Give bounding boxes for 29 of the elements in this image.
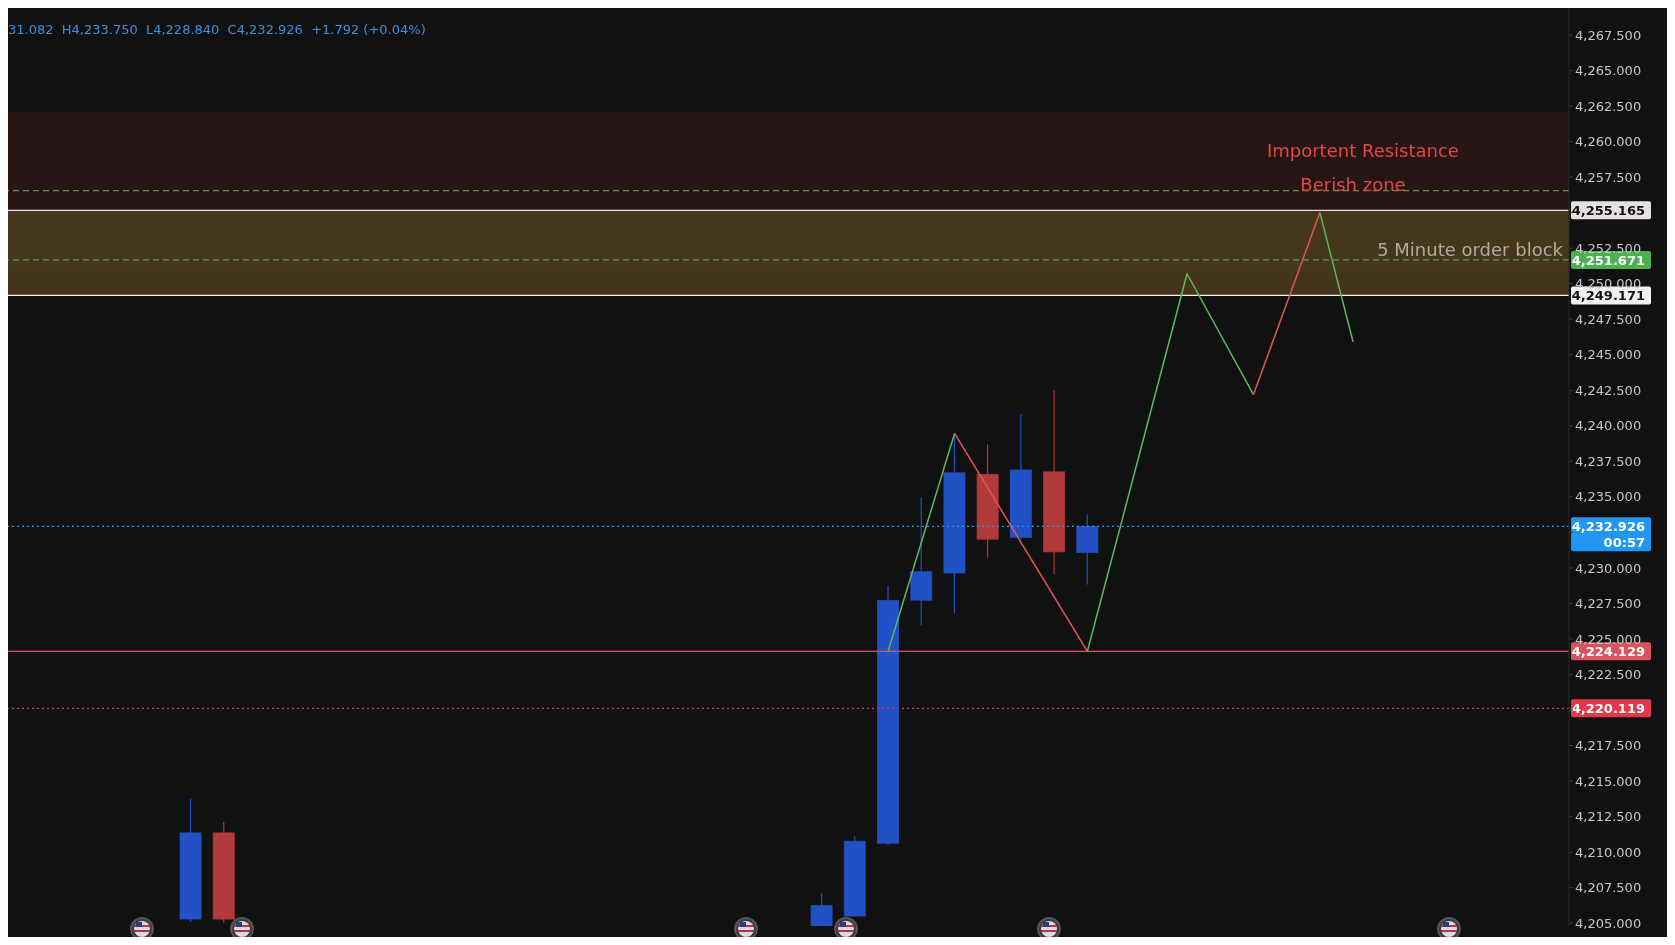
y-tick-label: 4,215.000 bbox=[1575, 773, 1642, 789]
y-tick-label: 4,227.500 bbox=[1575, 596, 1642, 612]
y-tick-label: 4,260.000 bbox=[1575, 134, 1642, 150]
y-tick-label: 4,257.500 bbox=[1575, 169, 1642, 185]
ref-line-label: 4,224.129 bbox=[1571, 644, 1645, 660]
annotation: 31.082 H4,233.750 L4,228.840 C4,232.926 +1.792 (+0.04%) bbox=[8, 22, 426, 37]
y-tick-label: 4,245.000 bbox=[1575, 347, 1642, 363]
y-tick-label: 4,217.500 bbox=[1575, 738, 1642, 754]
ref-line-label: 4,232.926 00:57 bbox=[1571, 519, 1645, 551]
y-tick-label: 4,247.500 bbox=[1575, 311, 1642, 327]
y-tick-label: 4,240.000 bbox=[1575, 418, 1642, 434]
ref-line-label: 4,255.165 bbox=[1571, 203, 1645, 219]
annotation: Berish zone bbox=[1299, 174, 1407, 195]
y-tick-label: 4,222.500 bbox=[1575, 667, 1642, 683]
y-tick-label: 4,207.500 bbox=[1575, 880, 1642, 896]
y-tick-label: 4,212.500 bbox=[1575, 809, 1642, 825]
y-tick-label: 4,242.500 bbox=[1575, 382, 1642, 398]
y-tick-label: 4,237.500 bbox=[1575, 453, 1642, 469]
band-label: 5 Minute order block bbox=[1377, 239, 1564, 261]
ref-line-label: 4,249.171 bbox=[1571, 288, 1645, 304]
y-tick-label: 4,205.000 bbox=[1575, 915, 1642, 931]
y-tick-label: 4,265.000 bbox=[1575, 63, 1642, 79]
y-tick-label: 4,267.500 bbox=[1575, 27, 1642, 43]
y-tick-label: 4,210.000 bbox=[1575, 844, 1642, 860]
y-tick-label: 4,235.000 bbox=[1575, 489, 1642, 505]
y-tick-label: 4,262.500 bbox=[1575, 98, 1642, 114]
ref-line-label: 4,220.119 bbox=[1571, 701, 1645, 717]
band-label: Importent Resistance bbox=[1266, 139, 1459, 161]
y-tick-label: 4,230.000 bbox=[1575, 560, 1642, 576]
